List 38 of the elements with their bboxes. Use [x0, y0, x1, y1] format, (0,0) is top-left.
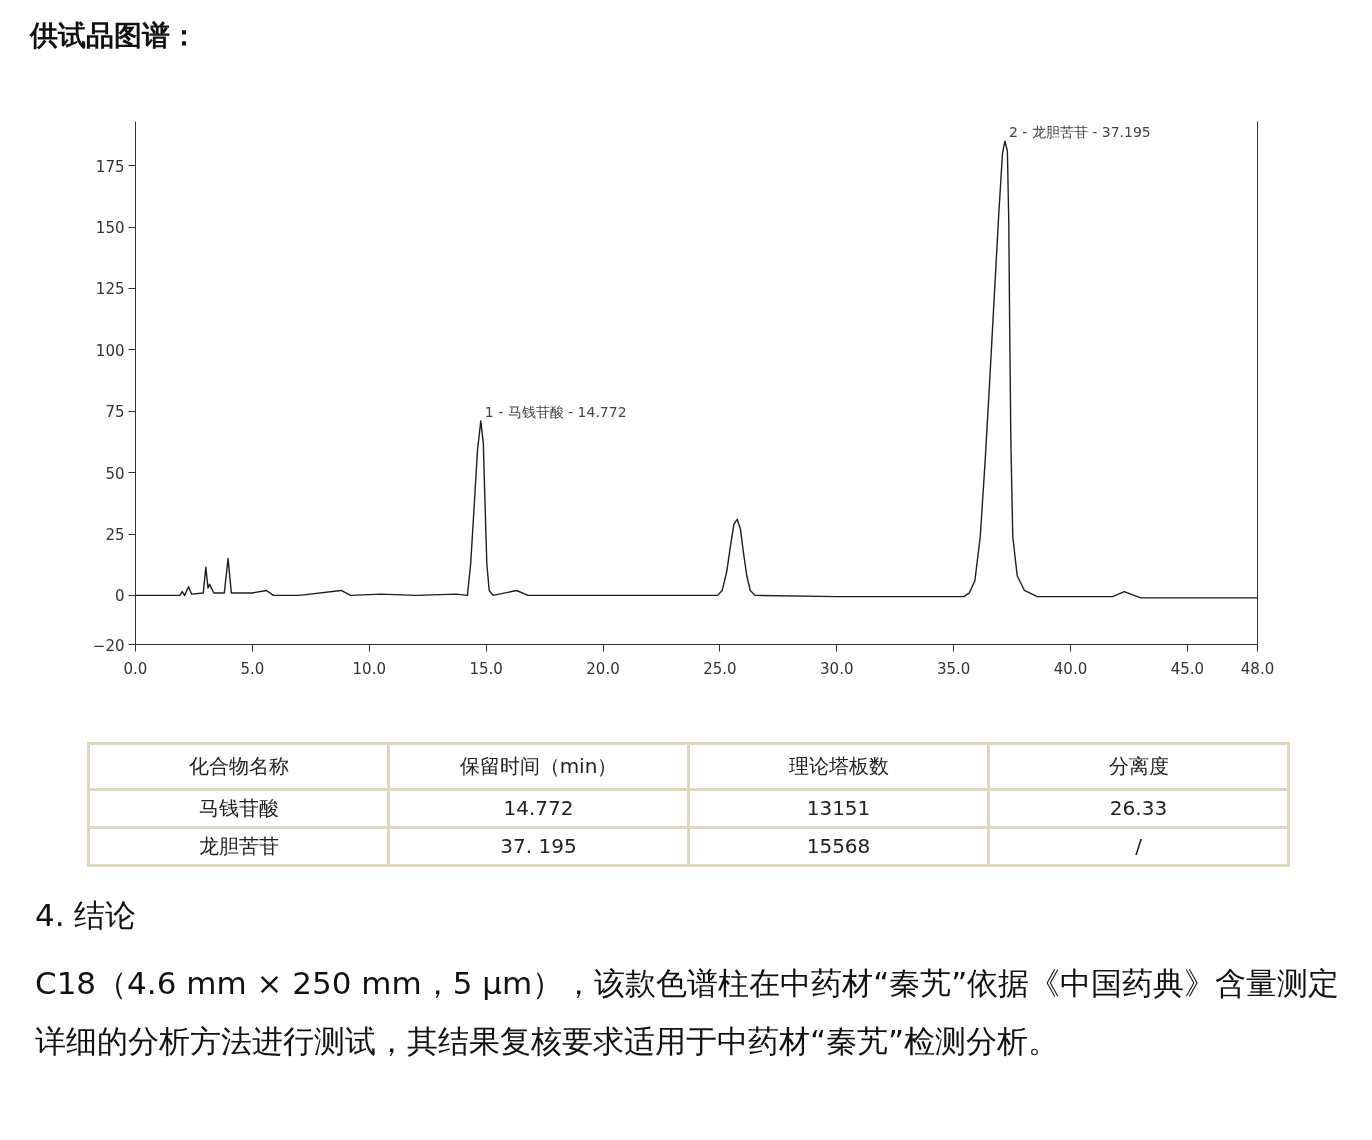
x-tick-label: 10.0 — [352, 659, 386, 678]
annotation: 1 - 马钱苷酸 - 14.772 — [484, 404, 627, 421]
line-series — [135, 140, 1258, 599]
y-tick-label: 25 — [105, 526, 125, 545]
text: 4. 结论 — [35, 896, 137, 935]
text: 26.33 — [988, 789, 1289, 828]
x-tick-label: 48.0 — [1240, 659, 1275, 678]
text: 15568 — [688, 827, 989, 866]
text: / — [988, 827, 1289, 866]
chart-title: 供试品图谱： — [30, 18, 198, 54]
x-tick-label: 15.0 — [469, 659, 503, 678]
text: 保留时间（min） — [388, 743, 689, 790]
text: C18（4.6 mm × 250 mm，5 μm），该款色谱柱在中药材“秦艽”依据《中国药典》含量测定详细的分析方法进行测试，其结果复核要求适用于中药材“秦艽”检测分析。 — [35, 964, 1340, 1061]
y-tick-label: 150 — [95, 219, 125, 238]
x-tick-label: 40.0 — [1053, 659, 1088, 678]
x-tick-label: 35.0 — [936, 659, 971, 678]
text: 13151 — [688, 789, 989, 828]
y-tick-label: 0 — [114, 587, 125, 606]
text: 37. 195 — [388, 827, 689, 866]
text: 马钱苷酸 — [88, 789, 389, 828]
text: 龙胆苦苷 — [88, 827, 389, 866]
x-tick-label: 25.0 — [703, 659, 737, 678]
text: 分离度 — [988, 743, 1289, 790]
y-tick-label: 50 — [105, 464, 125, 483]
y-tick-label: 125 — [95, 280, 125, 299]
x-tick-label: 0.0 — [123, 659, 148, 678]
y-tick-label: 75 — [105, 403, 125, 422]
x-tick-label: 30.0 — [820, 659, 854, 678]
text: 14.772 — [388, 789, 689, 828]
y-tick-label: −20 — [92, 636, 125, 655]
text: 化合物名称 — [88, 743, 389, 790]
x-tick-label: 45.0 — [1170, 659, 1205, 678]
x-tick-label: 20.0 — [586, 659, 620, 678]
y-tick-label: 100 — [95, 341, 125, 360]
x-tick-label: 5.0 — [240, 659, 265, 678]
y-tick-label: 175 — [95, 157, 125, 176]
annotation: 2 - 龙胆苦苷 - 37.195 — [1008, 124, 1151, 141]
text: 理论塔板数 — [688, 743, 989, 790]
